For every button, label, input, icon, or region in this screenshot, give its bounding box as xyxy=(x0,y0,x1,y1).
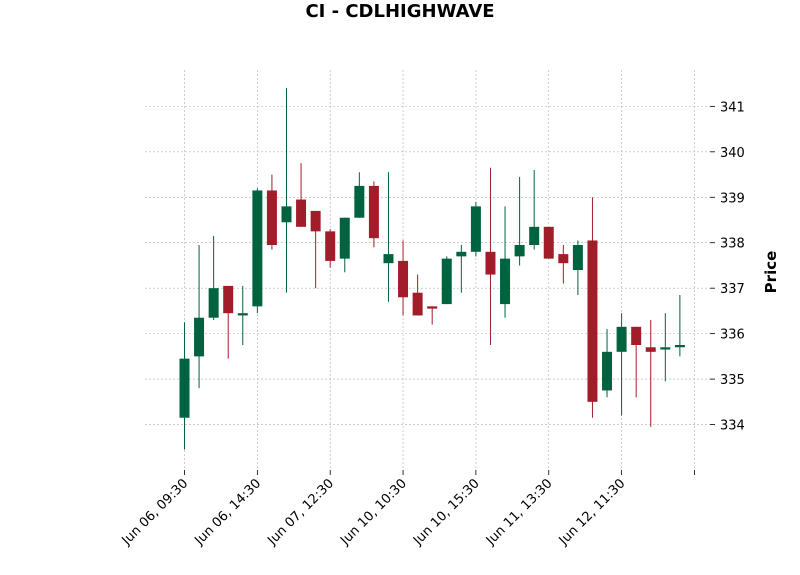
x-tick-label: Jun 07, 12:30 xyxy=(264,476,337,549)
x-tick-label: Jun 06, 14:30 xyxy=(192,476,265,549)
candle xyxy=(456,245,467,293)
x-tick-label: Jun 12, 11:30 xyxy=(556,476,629,549)
candle-body xyxy=(529,226,540,245)
candle xyxy=(252,188,263,314)
x-tick-label: Jun 10, 15:30 xyxy=(410,476,483,549)
candle xyxy=(339,217,350,273)
candle-body xyxy=(237,313,248,316)
candle-body xyxy=(266,190,277,245)
candle xyxy=(616,313,627,416)
candle xyxy=(281,88,292,293)
candle-body xyxy=(500,258,511,305)
candle xyxy=(427,306,438,325)
candle-body xyxy=(310,210,321,232)
candle-body xyxy=(572,245,583,270)
candle-body xyxy=(179,358,190,418)
y-tick-label: 338 xyxy=(720,237,745,252)
candle xyxy=(674,295,685,357)
candle xyxy=(398,240,409,316)
x-tick-label: Jun 06, 09:30 xyxy=(119,476,192,549)
candle xyxy=(194,245,205,389)
candle-body xyxy=(208,288,219,318)
y-tick-label: 334 xyxy=(720,419,745,434)
candle-body xyxy=(616,326,627,352)
candle xyxy=(266,174,277,250)
candle-body xyxy=(441,258,452,305)
candle xyxy=(485,167,496,345)
candle xyxy=(470,201,481,257)
y-tick-label: 335 xyxy=(720,373,745,388)
candle xyxy=(296,163,307,227)
candle xyxy=(587,197,598,418)
candle xyxy=(383,172,394,302)
candle-body xyxy=(645,347,656,352)
candle xyxy=(543,226,554,259)
grid-layer xyxy=(145,70,710,470)
candle-body xyxy=(223,285,234,314)
candle-layer xyxy=(179,88,685,450)
y-tick-label: 336 xyxy=(720,328,745,343)
candle-body xyxy=(383,254,394,264)
candle xyxy=(631,326,642,398)
candle xyxy=(572,240,583,295)
candle xyxy=(368,181,379,248)
candle-body xyxy=(368,185,379,239)
candle-body xyxy=(252,190,263,307)
candle-body xyxy=(354,185,365,218)
candle-body xyxy=(674,345,685,348)
y-axis-label: Price xyxy=(762,251,780,294)
candle-body xyxy=(412,292,423,316)
candle-body xyxy=(558,254,569,264)
candle-body xyxy=(456,251,467,257)
candle-body xyxy=(325,231,336,261)
candle xyxy=(660,313,671,382)
chart-title: CI - CDLHIGHWAVE xyxy=(305,1,494,22)
y-tick-label: 340 xyxy=(720,146,745,161)
candle xyxy=(208,235,219,320)
candle-body xyxy=(339,217,350,259)
candle-body xyxy=(281,206,292,223)
candle xyxy=(500,206,511,318)
y-tick-label: 339 xyxy=(720,191,745,206)
candle xyxy=(645,320,656,427)
candle-body xyxy=(587,240,598,402)
candle xyxy=(354,172,365,218)
candle xyxy=(602,329,613,398)
candle-body xyxy=(631,326,642,345)
candle xyxy=(441,256,452,305)
candle-body xyxy=(514,245,525,257)
candle-body xyxy=(427,306,438,309)
candle xyxy=(179,322,190,450)
candle xyxy=(412,274,423,316)
candle xyxy=(310,210,321,289)
candle-body xyxy=(194,317,205,357)
candle-body xyxy=(602,351,613,391)
candle xyxy=(558,245,569,284)
candle-body xyxy=(543,226,554,259)
candle-body xyxy=(660,347,671,350)
candle xyxy=(325,229,336,268)
candle xyxy=(223,285,234,359)
candle-body xyxy=(398,260,409,298)
candle xyxy=(529,170,540,250)
candle xyxy=(514,176,525,266)
candle-body xyxy=(470,206,481,252)
y-tick-label: 337 xyxy=(720,282,745,297)
x-tick-label: Jun 10, 10:30 xyxy=(337,476,410,549)
candle-body xyxy=(296,199,307,227)
candle-body xyxy=(485,251,496,275)
candle xyxy=(237,285,248,345)
x-tick-label: Jun 11, 13:30 xyxy=(483,476,556,549)
y-tick-label: 341 xyxy=(720,100,745,115)
